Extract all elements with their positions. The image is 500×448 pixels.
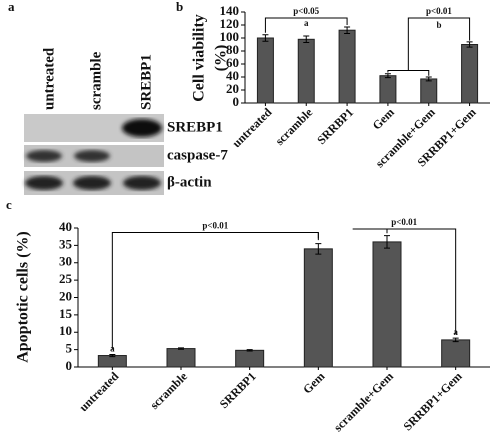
y-tick-label: 35 <box>59 236 73 251</box>
y-tick-label: 140 <box>220 3 240 18</box>
y-tick-label: 20 <box>59 288 72 303</box>
y-tick-label: 30 <box>59 254 72 269</box>
annotation: p<0.01 <box>202 221 228 231</box>
band <box>73 176 111 190</box>
y-axis-label: Cell viability <box>191 14 208 102</box>
row-label: SREBP1 <box>167 119 223 135</box>
y-tick-label: 0 <box>233 94 240 109</box>
error-bar <box>384 73 391 79</box>
panel-label: c <box>6 197 12 212</box>
bracket <box>264 17 348 33</box>
annotation: p<0.01 <box>391 217 417 227</box>
y-axis-label: Apoptotic cells (%) <box>15 231 32 363</box>
bar <box>420 78 438 104</box>
y-axis-label: (%) <box>213 45 230 72</box>
bar <box>303 248 333 368</box>
annotation: a <box>110 344 115 354</box>
error-bar <box>315 243 322 255</box>
band <box>122 119 162 137</box>
bar <box>256 37 274 104</box>
y-tick-label: 10 <box>59 323 72 338</box>
bar <box>297 38 315 104</box>
bar <box>338 29 356 104</box>
y-tick-label: 15 <box>59 306 73 321</box>
band <box>26 150 62 162</box>
error-bar <box>178 347 184 350</box>
panel-label: a <box>8 0 15 14</box>
y-tick-label: 0 <box>66 358 73 373</box>
bracket <box>407 17 471 71</box>
bar <box>461 44 479 104</box>
error-bar <box>452 337 459 343</box>
error-bar <box>303 35 310 44</box>
error-bar <box>246 349 253 352</box>
lane-label: SREBP1 <box>138 54 154 110</box>
bar <box>441 339 471 368</box>
error-bar <box>262 34 269 42</box>
band <box>25 176 63 190</box>
bar <box>379 75 397 104</box>
y-tick-label: 120 <box>220 16 240 31</box>
panel-label: b <box>176 0 183 14</box>
annotation: p<0.01 <box>426 6 452 16</box>
y-tick-label: 40 <box>59 219 72 234</box>
blot <box>24 114 164 195</box>
y-tick-label: 40 <box>226 68 239 83</box>
error-bar <box>425 76 432 82</box>
band <box>123 176 161 190</box>
error-bar <box>384 235 390 249</box>
error-bar <box>344 26 351 34</box>
bar <box>97 355 127 368</box>
bar <box>372 241 402 368</box>
y-tick-label: 20 <box>226 81 239 96</box>
bracket <box>352 228 457 334</box>
row-label: caspase-7 <box>167 147 228 163</box>
y-tick-label: 60 <box>226 55 239 70</box>
lane-label: scramble <box>88 51 104 110</box>
lane-label: untreated <box>41 47 57 110</box>
annotation: p<0.05 <box>293 6 319 16</box>
y-tick-label: 25 <box>59 271 73 286</box>
bar <box>235 349 265 368</box>
row-label: β-actin <box>167 174 212 190</box>
annotation: b <box>436 20 441 30</box>
annotation: a <box>304 18 309 28</box>
band <box>74 150 110 162</box>
annotation: a <box>453 327 458 337</box>
y-tick-label: 5 <box>66 341 73 356</box>
error-bar <box>109 353 116 358</box>
y-tick-label: 80 <box>226 42 239 57</box>
y-tick-label: 100 <box>220 29 240 44</box>
bar <box>166 348 196 368</box>
error-bar <box>466 41 473 48</box>
